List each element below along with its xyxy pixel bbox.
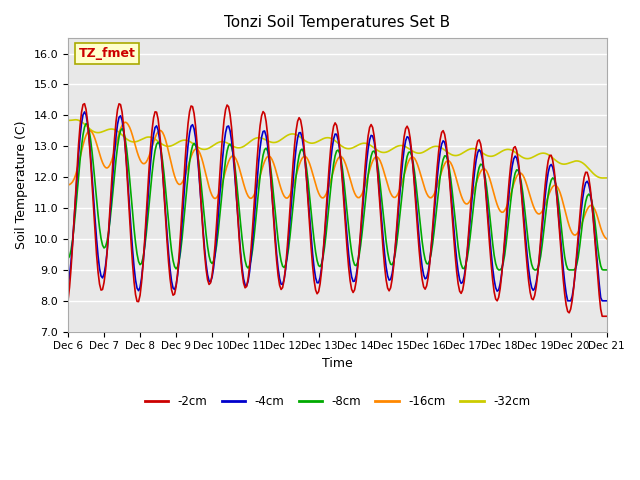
Legend: -2cm, -4cm, -8cm, -16cm, -32cm: -2cm, -4cm, -8cm, -16cm, -32cm <box>140 390 535 413</box>
Y-axis label: Soil Temperature (C): Soil Temperature (C) <box>15 120 28 249</box>
Title: Tonzi Soil Temperatures Set B: Tonzi Soil Temperatures Set B <box>224 15 451 30</box>
Text: TZ_fmet: TZ_fmet <box>79 47 136 60</box>
X-axis label: Time: Time <box>322 357 353 370</box>
